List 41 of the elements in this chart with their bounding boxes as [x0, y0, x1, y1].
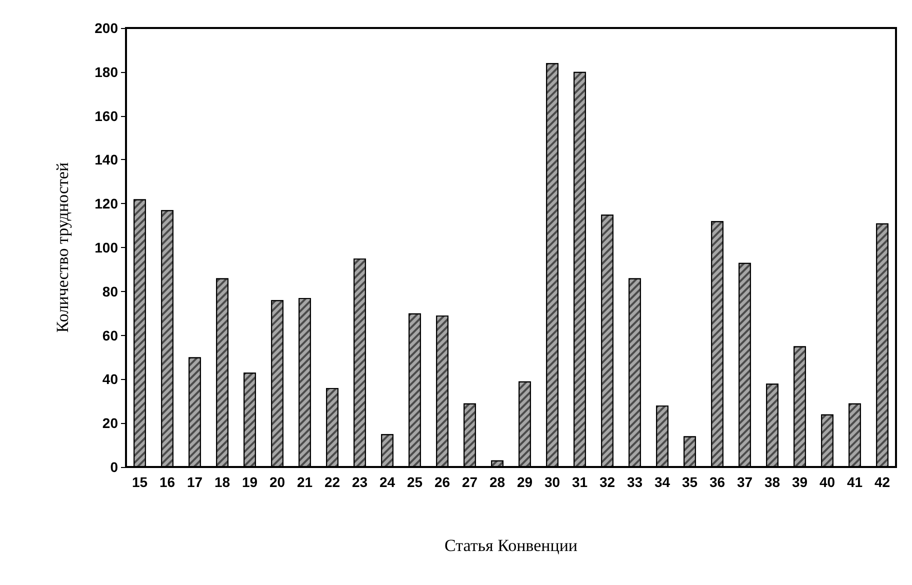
x-tick-label: 41 — [846, 474, 863, 490]
x-axis-title: Статья Конвенции — [444, 536, 578, 555]
x-tick-label: 25 — [406, 474, 423, 490]
x-tick-label: 15 — [132, 474, 148, 490]
y-tick-label: 40 — [102, 371, 118, 388]
y-tick-label: 120 — [94, 196, 118, 212]
x-tick-label: 21 — [296, 474, 313, 490]
x-tick-label: 29 — [516, 474, 533, 490]
y-tick-label: 80 — [102, 283, 118, 300]
y-tick-label: 160 — [94, 108, 118, 124]
y-tick-label: 200 — [94, 20, 118, 36]
x-tick-label: 38 — [764, 474, 780, 490]
x-tick-label: 40 — [819, 474, 836, 490]
x-tick-label: 30 — [544, 474, 560, 490]
x-tick-label: 22 — [324, 474, 340, 490]
y-tick-label: 100 — [94, 240, 118, 256]
x-tick-label: 42 — [874, 474, 890, 490]
x-tick-label: 36 — [709, 474, 726, 490]
x-tick-label: 26 — [434, 474, 450, 490]
y-tick-label: 20 — [102, 415, 118, 432]
x-tick-label: 16 — [159, 474, 176, 490]
y-tick-label: 140 — [94, 152, 118, 168]
y-tick-label: 60 — [102, 327, 118, 344]
x-tick-label: 24 — [379, 474, 396, 490]
x-tick-label: 27 — [462, 474, 478, 490]
x-tick-label: 31 — [572, 474, 588, 490]
x-tick-label: 17 — [186, 474, 203, 490]
x-tick-label: 19 — [242, 474, 258, 490]
y-tick-label: 0 — [110, 459, 118, 475]
x-tick-label: 39 — [792, 474, 808, 490]
y-tick-label: 180 — [94, 64, 118, 80]
x-tick-label: 23 — [352, 474, 368, 490]
y-axis-title: Количество трудностей — [53, 162, 72, 333]
x-tick-label: 33 — [626, 474, 643, 490]
x-tick-label: 37 — [736, 474, 753, 490]
x-tick-label: 28 — [489, 474, 506, 490]
x-tick-label: 32 — [599, 474, 616, 490]
x-tick-label: 35 — [682, 474, 698, 490]
x-tick-label: 18 — [214, 474, 230, 490]
x-tick-label: 34 — [654, 474, 670, 490]
x-tick-label: 20 — [269, 474, 286, 490]
